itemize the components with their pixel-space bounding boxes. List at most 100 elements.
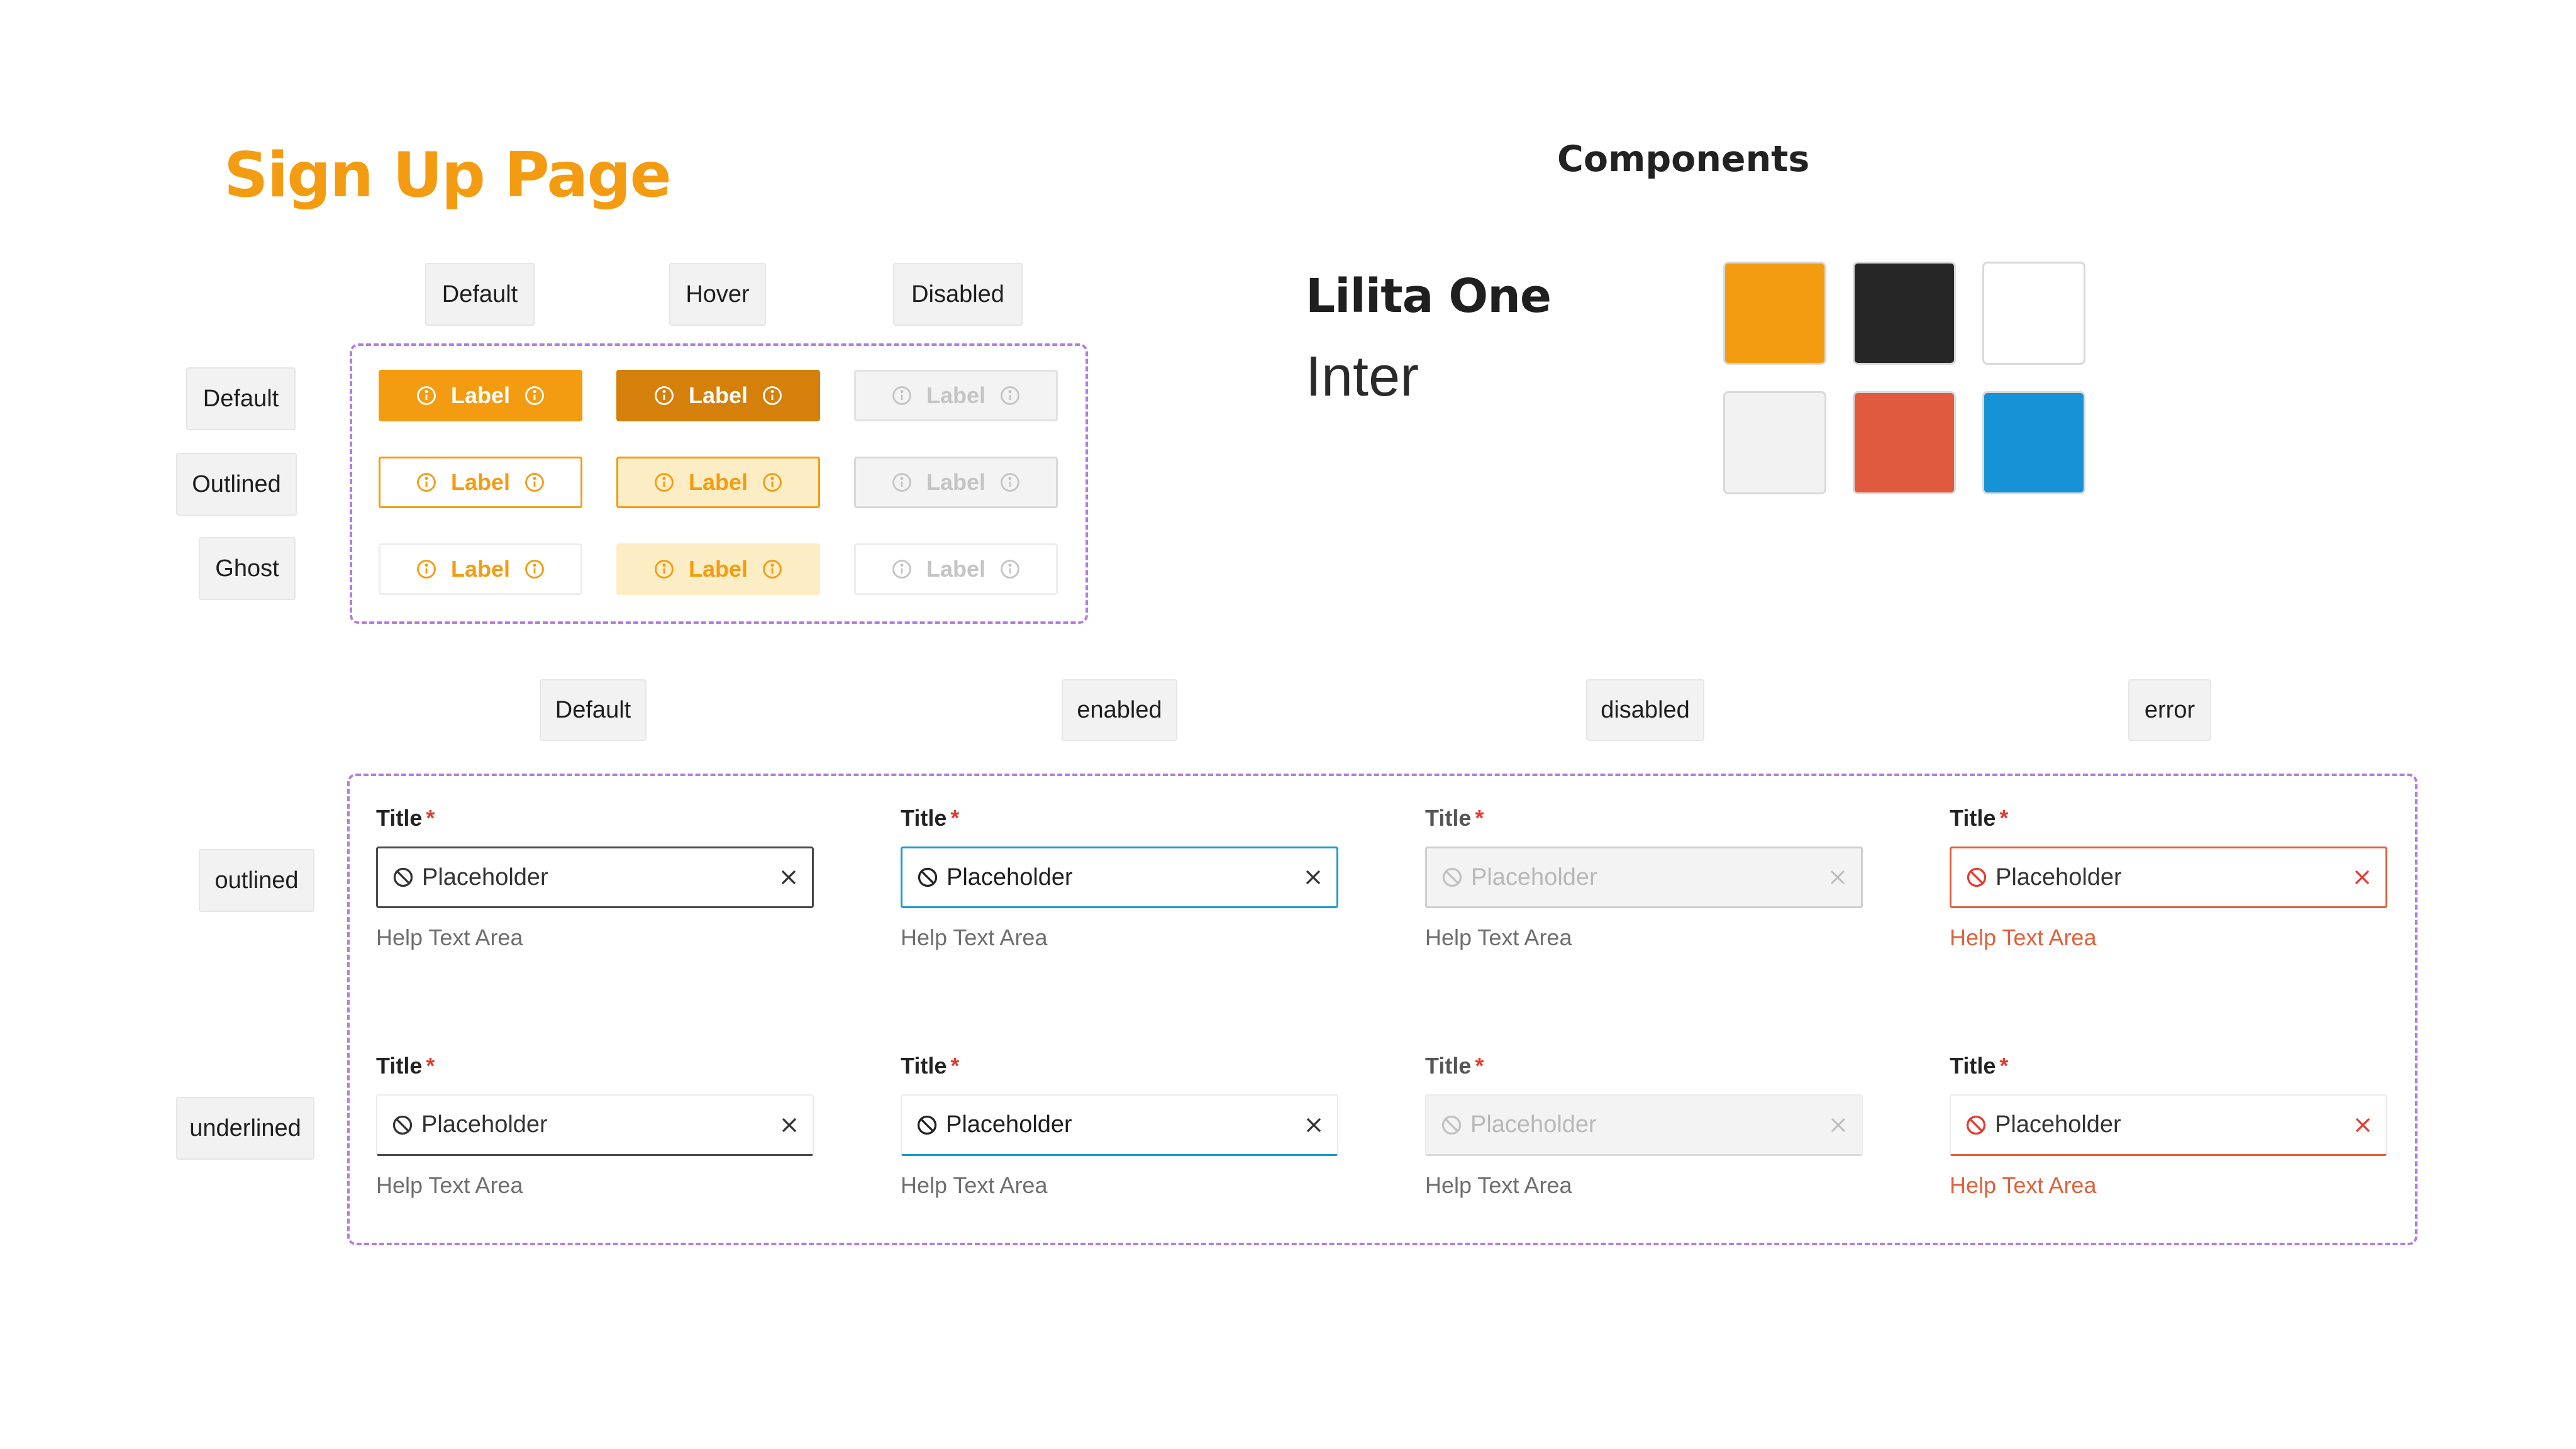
text-field-underlined-error: Title * Placeholder Help Text Area — [1950, 1052, 2387, 1199]
close-icon[interactable] — [779, 868, 798, 887]
field-title: Title * — [376, 805, 435, 831]
input-placeholder: Placeholder — [421, 1111, 548, 1138]
info-circle-icon — [525, 386, 544, 405]
button-label: Label — [926, 382, 986, 408]
button-row-header-ghost: Ghost — [199, 537, 296, 600]
text-input[interactable]: Placeholder — [376, 1094, 814, 1156]
ban-icon — [1966, 1115, 1986, 1135]
button-ghost-default[interactable]: Label — [379, 543, 582, 595]
color-swatch — [1853, 262, 1956, 365]
button-label: Label — [926, 556, 986, 582]
field-title: Title * — [1950, 805, 2009, 831]
input-col-header-disabled: disabled — [1586, 679, 1704, 741]
info-circle-icon — [525, 560, 544, 579]
close-icon[interactable] — [1829, 1116, 1848, 1135]
input-placeholder: Placeholder — [1471, 863, 1597, 891]
input-placeholder: Placeholder — [1995, 1111, 2121, 1138]
button-ghost-disabled[interactable]: Label — [854, 543, 1058, 595]
field-title: Title * — [1950, 1053, 2009, 1079]
required-mark: * — [1999, 805, 2009, 831]
text-input[interactable]: Placeholder — [1425, 847, 1863, 908]
required-mark: * — [950, 1053, 960, 1079]
input-row-header-outlined: outlined — [199, 849, 314, 912]
button-label: Label — [926, 469, 986, 495]
info-circle-icon — [1001, 560, 1019, 579]
text-input[interactable]: Placeholder — [901, 847, 1338, 908]
text-field-underlined-enabled: Title * Placeholder Help Text Area — [901, 1052, 1338, 1199]
required-mark: * — [1475, 805, 1484, 831]
close-icon[interactable] — [1304, 1116, 1323, 1135]
help-text: Help Text Area — [1425, 1172, 1572, 1198]
text-field-underlined-default: Title * Placeholder Help Text Area — [376, 1052, 814, 1199]
text-input[interactable]: Placeholder — [1425, 1094, 1863, 1156]
info-circle-icon — [417, 560, 436, 579]
input-placeholder: Placeholder — [422, 863, 548, 891]
text-field-outlined-enabled: Title * Placeholder Help Text Area — [901, 804, 1338, 951]
help-text: Help Text Area — [1950, 924, 2097, 950]
text-field-outlined-default: Title * Placeholder Help Text Area — [376, 804, 814, 951]
info-circle-icon — [1001, 386, 1019, 405]
field-title: Title * — [901, 1053, 960, 1079]
button-label: Label — [450, 469, 511, 495]
required-mark: * — [950, 805, 960, 831]
button-filled-disabled[interactable]: Label — [854, 370, 1058, 421]
text-input[interactable]: Placeholder — [1950, 847, 2387, 908]
color-swatch — [1982, 391, 2085, 494]
input-col-header-enabled: enabled — [1062, 679, 1177, 741]
ban-icon — [392, 1115, 413, 1135]
field-title: Title * — [1425, 805, 1484, 831]
close-icon[interactable] — [1304, 868, 1323, 887]
help-text: Help Text Area — [376, 1172, 523, 1198]
button-label: Label — [688, 469, 748, 495]
field-title: Title * — [901, 805, 960, 831]
close-icon[interactable] — [780, 1116, 799, 1135]
button-label: Label — [450, 556, 511, 582]
info-circle-icon — [763, 560, 782, 579]
text-input[interactable]: Placeholder — [1950, 1094, 2387, 1156]
input-row-header-underlined: underlined — [176, 1097, 314, 1160]
button-ghost-hover[interactable]: Label — [616, 543, 820, 595]
info-circle-icon — [1001, 473, 1019, 492]
button-outlined-hover[interactable]: Label — [616, 457, 820, 508]
ban-icon — [393, 867, 413, 887]
color-swatch — [1853, 391, 1956, 494]
input-placeholder: Placeholder — [1470, 1111, 1597, 1138]
required-mark: * — [1999, 1053, 2009, 1079]
close-icon[interactable] — [2353, 868, 2372, 887]
input-placeholder: Placeholder — [1996, 863, 2122, 891]
help-text: Help Text Area — [1950, 1172, 2097, 1198]
button-outlined-disabled[interactable]: Label — [854, 457, 1058, 508]
button-filled-default[interactable]: Label — [379, 370, 582, 421]
ban-icon — [917, 1115, 937, 1135]
required-mark: * — [426, 805, 435, 831]
font-sample-primary: Lilita One — [1306, 269, 1552, 323]
info-circle-icon — [417, 386, 436, 405]
ban-icon — [1967, 867, 1987, 887]
ban-icon — [1441, 1115, 1462, 1135]
info-circle-icon — [655, 560, 674, 579]
ban-icon — [1442, 867, 1462, 887]
page-title: Sign Up Page — [224, 140, 672, 211]
input-variants-frame — [347, 774, 2418, 1245]
button-label: Label — [450, 382, 511, 408]
info-circle-icon — [892, 560, 911, 579]
button-outlined-default[interactable]: Label — [379, 457, 582, 508]
button-col-header-disabled: Disabled — [893, 263, 1023, 326]
font-sample-secondary: Inter — [1306, 345, 1419, 408]
text-input[interactable]: Placeholder — [901, 1094, 1338, 1156]
button-variants-frame — [350, 343, 1088, 624]
button-row-header-outlined: Outlined — [176, 453, 297, 516]
text-input[interactable]: Placeholder — [376, 847, 814, 908]
color-swatch — [1723, 391, 1826, 494]
button-filled-hover[interactable]: Label — [616, 370, 820, 421]
button-label: Label — [688, 382, 748, 408]
info-circle-icon — [763, 473, 782, 492]
close-icon[interactable] — [2353, 1116, 2372, 1135]
close-icon[interactable] — [1828, 868, 1847, 887]
info-circle-icon — [763, 386, 782, 405]
field-title: Title * — [1425, 1053, 1484, 1079]
info-circle-icon — [892, 473, 911, 492]
help-text: Help Text Area — [901, 924, 1048, 950]
info-circle-icon — [655, 473, 674, 492]
button-label: Label — [688, 556, 748, 582]
